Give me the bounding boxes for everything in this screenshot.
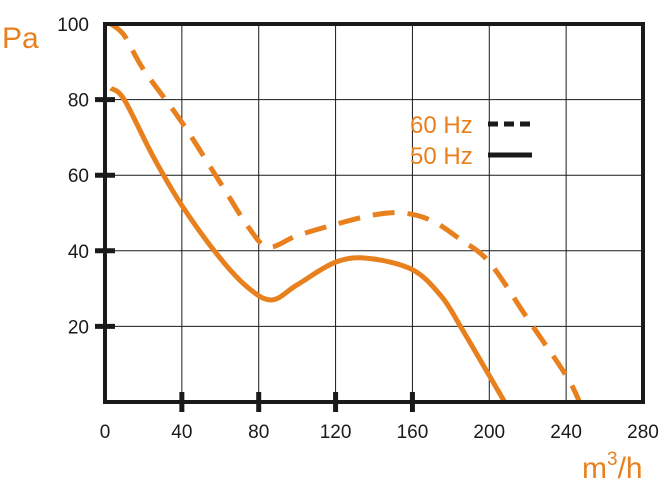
x-tick-label: 240 xyxy=(550,422,582,443)
y-tick-label: 80 xyxy=(68,91,89,112)
x-tick-label: 80 xyxy=(248,422,269,443)
y-tick-label: 60 xyxy=(68,166,89,187)
legend-label-60hz: 60 Hz xyxy=(410,112,473,139)
x-tick-label: 40 xyxy=(171,422,192,443)
y-tick-label: 100 xyxy=(57,15,89,36)
legend-label-50hz: 50 Hz xyxy=(410,143,473,170)
x-tick-label: 160 xyxy=(397,422,429,443)
series-line-60hz xyxy=(109,21,582,404)
plot-frame xyxy=(103,22,645,404)
y-tick-label: 40 xyxy=(68,242,89,263)
x-tick-label: 200 xyxy=(473,422,505,443)
legend: 60 Hz 50 Hz xyxy=(410,112,532,170)
x-tick-label: 120 xyxy=(320,422,352,443)
x-axis-label: m3/h xyxy=(582,449,643,485)
y-tick-label: 20 xyxy=(68,317,89,338)
series-line-50hz xyxy=(109,86,507,404)
x-tick-label: 0 xyxy=(100,422,111,443)
x-tick-label: 280 xyxy=(627,422,659,443)
y-axis-label: Pa xyxy=(2,22,39,55)
